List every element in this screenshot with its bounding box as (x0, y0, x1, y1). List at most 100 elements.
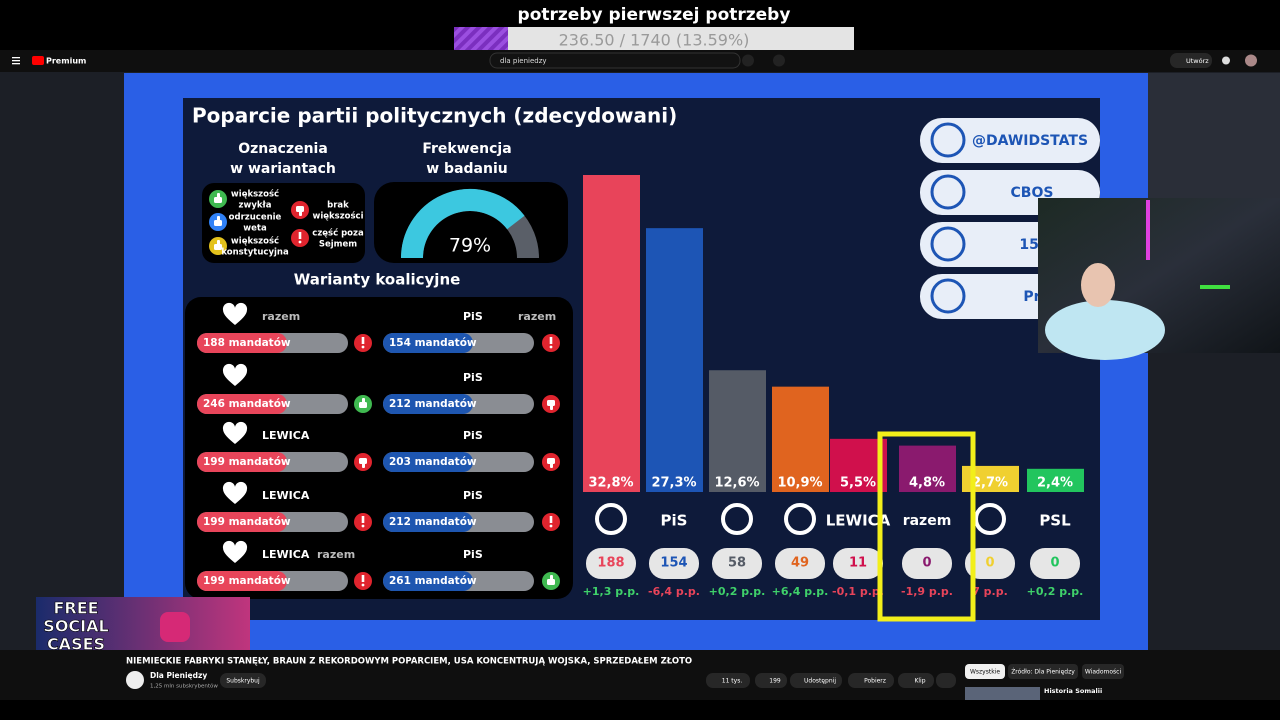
legend-heading: w wariantach (230, 161, 336, 177)
change-label: -0,1 p.p. (832, 585, 884, 598)
legend-label: brak (327, 201, 349, 211)
yt-logo[interactable] (32, 56, 44, 65)
action-button[interactable] (898, 673, 934, 688)
action-label[interactable]: 199 (769, 678, 781, 685)
avatar[interactable] (1245, 54, 1257, 67)
goal-progress: 236.50 / 1740 (13.59%) (559, 31, 750, 50)
webcam-light (1146, 200, 1150, 260)
action-label[interactable]: Udostępnij (804, 678, 836, 685)
status-glyph (547, 400, 555, 406)
action-label[interactable]: Pobierz (864, 678, 886, 685)
party-name: razem (903, 513, 952, 529)
party-logo: razem (317, 548, 355, 561)
promo-text: SOCIAL (43, 617, 108, 636)
party-logo: PiS (463, 489, 483, 502)
seat-count: 154 (660, 556, 687, 571)
seat-count: 49 (791, 556, 809, 571)
create-button[interactable] (1170, 53, 1212, 68)
search-box[interactable] (489, 52, 741, 69)
create-label[interactable]: Utwórz (1186, 57, 1209, 65)
channel-name[interactable]: Dla Pieniędzy (150, 671, 207, 680)
party-logo: razem (518, 310, 556, 323)
bar (709, 370, 766, 492)
seat-count: 188 (597, 556, 624, 571)
mic-button[interactable] (773, 54, 785, 67)
change-label: -1,9 p.p. (901, 585, 953, 598)
info-label: CBOS (1011, 185, 1054, 201)
bottom-strip (0, 700, 1280, 720)
legend-label: konstytucyjna (221, 248, 289, 258)
menu-icon[interactable] (12, 63, 20, 65)
search-query[interactable]: dla pieniedzy (500, 57, 547, 65)
legend-label: większość (231, 189, 279, 200)
info-label: @DAWIDSTATS (972, 133, 1088, 149)
seat-label: 199 mandatów (203, 575, 291, 587)
status-glyph (362, 398, 365, 403)
goal-track (454, 27, 854, 52)
seat-label: 212 mandatów (389, 516, 477, 528)
chip-label[interactable]: Wiadomości (1085, 669, 1122, 676)
status-glyph (361, 516, 365, 523)
subscribe-button[interactable] (220, 673, 266, 688)
more-button[interactable] (936, 673, 956, 688)
turnout-heading: Frekwencja (422, 141, 511, 157)
status-glyph (214, 244, 222, 250)
party-icon (721, 503, 753, 535)
seat-pill (775, 548, 825, 579)
status-glyph (547, 579, 555, 585)
yt-brand: Premium (46, 57, 86, 66)
turnout-heading: w badaniu (426, 161, 507, 177)
legend-label: zwykła (239, 201, 272, 211)
heart-logo (222, 540, 248, 563)
filter-chip[interactable] (1008, 664, 1078, 679)
action-button[interactable] (848, 673, 894, 688)
seat-fill (383, 394, 473, 414)
promo-text: FREE (53, 599, 98, 618)
seat-count: 58 (728, 556, 746, 571)
party-logo: LEWICA (262, 548, 310, 561)
menu-icon[interactable] (12, 57, 20, 59)
status-glyph (361, 345, 365, 349)
heart-logo (222, 481, 248, 504)
chip-label[interactable]: Źródło: Dla Pieniędzy (1011, 668, 1075, 676)
menu-icon[interactable] (12, 60, 20, 62)
next-title[interactable]: Historia Somalii (1044, 687, 1102, 695)
status-glyph (214, 197, 222, 203)
action-label[interactable]: Klip (914, 678, 925, 685)
heart-logo (222, 421, 248, 444)
heart-logo (222, 363, 248, 386)
status-glyph (550, 575, 553, 580)
party-logo: PiS (463, 548, 483, 561)
value-label: 32,8% (588, 476, 633, 491)
webcam-light (1200, 285, 1230, 289)
seat-pill (965, 548, 1015, 579)
action-button[interactable] (706, 673, 750, 688)
status-glyph (214, 220, 222, 226)
action-button[interactable] (755, 673, 787, 688)
action-label[interactable]: 11 tys. (722, 678, 743, 685)
subscribe-label[interactable]: Subskrybuj (226, 678, 260, 685)
promo-box (36, 597, 250, 658)
filter-chip[interactable] (1082, 664, 1124, 679)
heart-logo (222, 302, 248, 325)
seat-label: 246 mandatów (203, 398, 291, 410)
status-glyph (299, 211, 302, 216)
value-label: 4,8% (909, 476, 945, 491)
legend-label: Sejmem (319, 240, 357, 250)
channel-avatar[interactable] (126, 671, 144, 689)
chip-label[interactable]: Wszystkie (970, 669, 1000, 676)
bar (583, 175, 640, 492)
status-glyph (549, 524, 553, 528)
filter-chip[interactable] (965, 664, 1005, 679)
seat-label: 261 mandatów (389, 575, 477, 587)
value-label: 2,4% (1037, 476, 1073, 491)
seat-fill (197, 333, 287, 353)
search-button[interactable] (742, 54, 754, 67)
webcam-person (1045, 300, 1165, 360)
action-button[interactable] (790, 673, 842, 688)
info-label: Pr (1023, 289, 1040, 305)
notifications[interactable] (1222, 56, 1230, 65)
next-thumbnail[interactable] (965, 687, 1040, 700)
subscriber-count: 1,25 mln subskrybentów (150, 683, 218, 690)
